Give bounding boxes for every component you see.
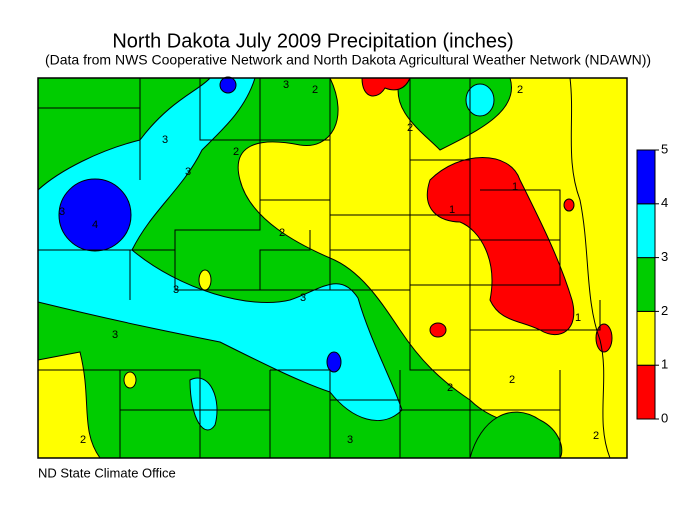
credit: ND State Climate Office bbox=[38, 465, 176, 480]
red-region bbox=[563, 198, 575, 212]
contour-label: 1 bbox=[575, 312, 581, 324]
cyan-region bbox=[37, 77, 403, 421]
legend-swatch bbox=[636, 203, 656, 259]
precip-map: 3 2 2 3 4 3 2 3 3 3 3 2 2 1 1 2 2 2 3 2 1 bbox=[37, 76, 628, 459]
map-title: North Dakota July 2009 Precipitation (in… bbox=[112, 30, 513, 52]
contour-label: 2 bbox=[80, 434, 86, 446]
legend-tick-label: 3 bbox=[661, 249, 668, 264]
legend-swatch bbox=[636, 149, 656, 205]
contour-label: 2 bbox=[279, 227, 285, 239]
green-region bbox=[469, 411, 563, 459]
legend: 0 1 2 3 4 5 bbox=[636, 141, 668, 425]
contour-label: 3 bbox=[347, 434, 353, 446]
contour-label: 2 bbox=[517, 84, 523, 96]
contour-label: 2 bbox=[509, 374, 515, 386]
map-subtitle: (Data from NWS Cooperative Network and N… bbox=[45, 52, 651, 68]
legend-tick-label: 0 bbox=[661, 410, 668, 425]
legend-swatch bbox=[636, 310, 656, 366]
blue-region bbox=[219, 76, 237, 94]
contour-label: 3 bbox=[173, 284, 179, 296]
cyan-region bbox=[465, 83, 495, 117]
yellow-region bbox=[237, 77, 628, 459]
legend-tick-label: 2 bbox=[661, 303, 668, 318]
yellow-region bbox=[198, 269, 212, 291]
red-region bbox=[429, 322, 447, 338]
contour-label: 1 bbox=[512, 181, 518, 193]
legend-tick-label: 1 bbox=[661, 357, 668, 372]
county-lines bbox=[38, 77, 611, 459]
contour-label: 2 bbox=[233, 146, 239, 158]
contour-label: 3 bbox=[162, 134, 168, 146]
blue-region bbox=[58, 178, 132, 252]
contour-label: 2 bbox=[447, 382, 453, 394]
contour-label: 3 bbox=[185, 166, 191, 178]
contour-label: 3 bbox=[112, 329, 118, 341]
legend-swatch bbox=[636, 257, 656, 312]
red-region bbox=[361, 77, 411, 97]
legend-tick-label: 5 bbox=[661, 141, 668, 156]
contour-label: 3 bbox=[59, 206, 65, 218]
blue-region bbox=[326, 351, 342, 373]
map-frame bbox=[37, 77, 628, 459]
contour-label: 2 bbox=[407, 122, 413, 134]
legend-tick-label: 4 bbox=[661, 195, 668, 210]
contour-label: 3 bbox=[283, 79, 289, 91]
contour-label: 2 bbox=[593, 430, 599, 442]
contour-label: 4 bbox=[92, 219, 98, 231]
legend-swatch bbox=[636, 364, 656, 420]
contour-label: 1 bbox=[449, 204, 455, 216]
red-region bbox=[595, 323, 613, 353]
contour-label: 2 bbox=[312, 84, 318, 96]
contour-label: 3 bbox=[300, 292, 306, 304]
yellow-region bbox=[123, 371, 137, 389]
contour-labels: 3 2 2 3 4 3 2 3 3 3 3 2 2 1 1 2 2 2 3 2 1 bbox=[59, 79, 599, 446]
red-region bbox=[426, 157, 575, 336]
cyan-region bbox=[189, 377, 218, 431]
